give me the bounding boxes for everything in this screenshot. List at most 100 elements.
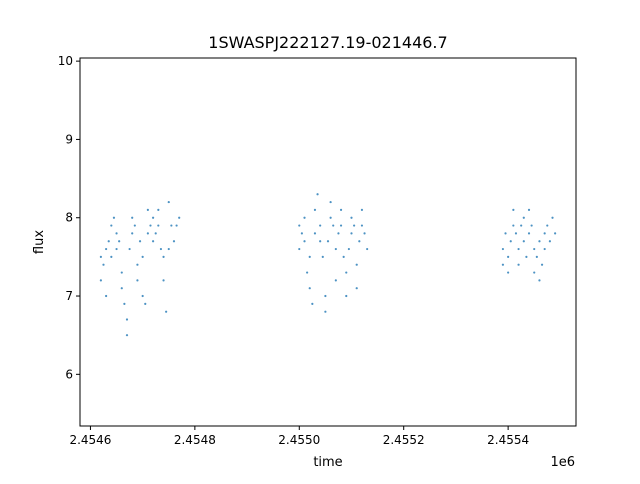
y-axis-label: flux	[32, 230, 47, 254]
data-point	[360, 208, 364, 211]
data-point	[319, 224, 322, 227]
data-point	[339, 208, 343, 211]
data-point	[157, 208, 160, 211]
data-point	[329, 216, 332, 219]
data-point	[165, 310, 168, 313]
data-point	[358, 240, 361, 243]
data-point	[115, 247, 118, 251]
y-tick-label: 6	[65, 367, 73, 381]
data-point	[298, 224, 301, 227]
data-point	[326, 240, 330, 243]
data-point	[512, 224, 515, 227]
data-point	[509, 240, 512, 243]
data-point	[128, 247, 131, 251]
data-point	[543, 232, 546, 235]
data-point	[507, 271, 510, 274]
data-point	[533, 271, 536, 274]
data-point	[339, 224, 343, 227]
x-tick-label: 2.4548	[174, 433, 216, 447]
data-point	[350, 232, 353, 235]
y-tick-label: 9	[65, 132, 73, 146]
data-point	[118, 240, 121, 243]
data-point	[110, 224, 113, 227]
data-point	[131, 232, 134, 235]
data-point	[167, 200, 170, 204]
data-point	[125, 318, 129, 321]
data-point	[105, 294, 108, 298]
data-point	[507, 255, 510, 258]
data-point	[527, 232, 531, 235]
x-axis-label: time	[313, 455, 342, 470]
data-point	[313, 232, 317, 235]
data-point	[146, 232, 149, 235]
data-point	[136, 279, 139, 282]
x-tick-label: 2.4554	[487, 433, 529, 447]
data-point	[501, 263, 505, 266]
data-point	[162, 255, 165, 258]
data-point	[175, 224, 178, 227]
data-point	[355, 263, 358, 266]
data-point	[167, 247, 170, 251]
data-point	[172, 240, 176, 243]
chart-title: 1SWASPJ222127.19-021446.7	[208, 33, 447, 52]
data-point	[133, 224, 136, 227]
data-point	[345, 294, 348, 298]
data-point	[334, 247, 337, 251]
data-point	[517, 247, 520, 251]
data-point	[355, 287, 358, 290]
data-point	[298, 247, 301, 251]
data-point	[308, 287, 311, 290]
data-point	[170, 224, 173, 227]
data-point	[540, 263, 544, 266]
data-point	[136, 263, 139, 266]
data-point	[99, 279, 102, 282]
data-point	[548, 240, 551, 243]
data-point	[504, 232, 507, 235]
data-point	[535, 255, 538, 258]
data-point	[123, 302, 126, 305]
data-point	[157, 224, 160, 227]
data-point	[303, 216, 306, 219]
data-point	[514, 232, 518, 235]
x-tick-label: 2.4550	[278, 433, 320, 447]
data-point	[120, 271, 123, 274]
data-point	[311, 302, 314, 305]
y-tick-label: 10	[58, 54, 73, 68]
data-point	[347, 247, 350, 251]
data-point	[144, 302, 147, 305]
data-point	[105, 247, 108, 251]
data-point	[138, 240, 142, 243]
data-point	[363, 232, 366, 235]
data-point	[527, 208, 531, 211]
data-point	[533, 247, 536, 251]
data-point	[517, 263, 520, 266]
data-point	[120, 287, 123, 290]
data-points	[99, 193, 557, 337]
data-point	[321, 255, 324, 258]
data-point	[131, 216, 134, 219]
data-point	[538, 240, 541, 243]
data-point	[360, 224, 364, 227]
data-point	[141, 255, 144, 258]
y-tick-label: 7	[65, 289, 73, 303]
data-point	[303, 240, 306, 243]
data-point	[178, 216, 181, 219]
data-point	[316, 193, 319, 196]
data-point	[512, 208, 515, 211]
data-point	[112, 216, 116, 219]
data-point	[308, 255, 311, 258]
data-point	[334, 279, 337, 282]
data-point	[162, 279, 165, 282]
data-point	[530, 224, 533, 227]
data-point	[522, 240, 525, 243]
x-tick-label: 2.4546	[69, 433, 111, 447]
data-point	[300, 232, 303, 235]
plot-frame	[79, 57, 577, 427]
data-point	[319, 240, 322, 243]
data-point	[329, 200, 332, 204]
y-tick-label: 8	[65, 211, 73, 225]
data-point	[110, 255, 113, 258]
